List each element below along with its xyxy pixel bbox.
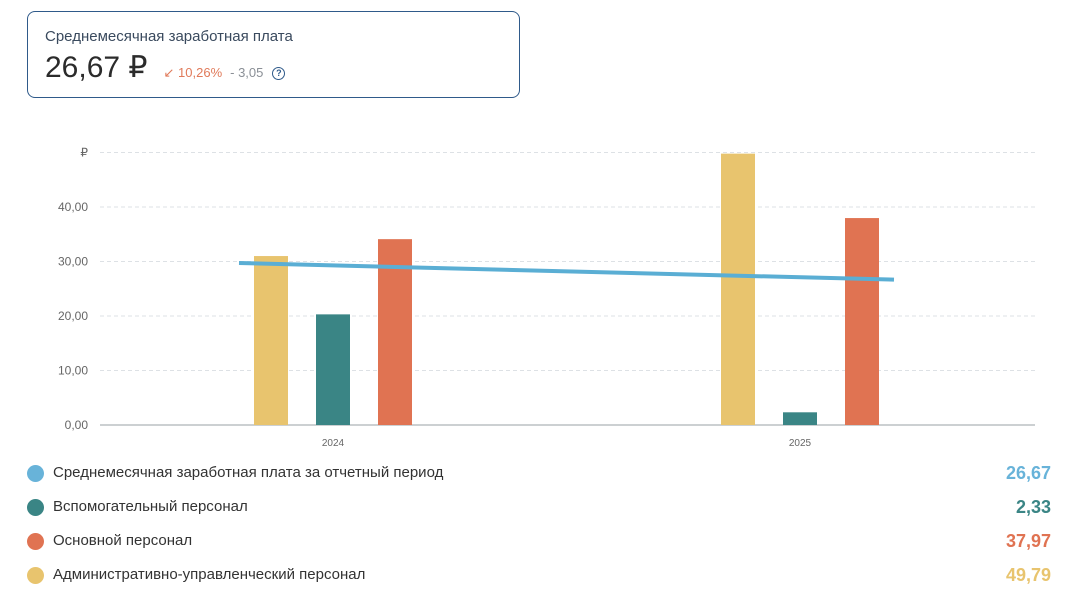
y-tick-label: 0,00 <box>65 418 89 432</box>
line-layer <box>238 261 895 282</box>
y-tick-label: 40,00 <box>58 200 88 214</box>
legend-label: Административно-управленческий персонал <box>53 566 366 583</box>
legend-item[interactable]: Среднемесячная заработная плата за отчет… <box>27 463 1051 487</box>
question-circle-icon[interactable]: ? <box>272 67 286 80</box>
legend-item[interactable]: Вспомогательный персонал 2,33 <box>27 497 1051 521</box>
grid-layer <box>100 152 1035 426</box>
legend-label: Среднемесячная заработная плата за отчет… <box>53 464 444 481</box>
bar <box>254 256 288 425</box>
legend-dot-icon <box>27 567 44 584</box>
legend-value: 2,33 <box>1015 497 1051 517</box>
x-tick-label: 2025 <box>789 438 812 449</box>
bar <box>783 412 817 425</box>
y-tick-label: 10,00 <box>58 364 88 378</box>
bar-chart: 0,00 10,00 20,00 30,00 40,00 ₽2024 2025 <box>58 146 1035 450</box>
legend-value: 26,67 <box>1005 463 1051 483</box>
y-tick-label: 20,00 <box>58 309 88 323</box>
bar <box>721 153 755 425</box>
y-unit-label: ₽ <box>80 146 88 160</box>
trend-line <box>238 261 895 282</box>
legend-value: 37,97 <box>1005 531 1051 551</box>
legend-dot-icon <box>27 499 44 516</box>
labels-layer: 0,00 10,00 20,00 30,00 40,00 ₽2024 2025 <box>58 146 812 450</box>
legend-item[interactable]: Административно-управленческий персонал 4… <box>27 565 1051 589</box>
bar <box>316 314 350 425</box>
kpi-delta: ↙ 10,26% <box>164 65 223 81</box>
legend-label: Вспомогательный персонал <box>53 498 248 515</box>
bar <box>378 239 412 425</box>
x-tick-label: 2024 <box>322 438 345 449</box>
legend-label: Основной персонал <box>53 532 193 549</box>
legend-value: 49,79 <box>1005 565 1051 585</box>
y-tick-label: 30,00 <box>58 255 88 269</box>
bars-layer <box>254 153 879 425</box>
kpi-value: 26,67 ₽ <box>45 51 148 84</box>
legend-dot-icon <box>27 533 44 550</box>
arrow-down-left-icon: ↙ <box>163 65 175 80</box>
kpi-card: Среднемесячная заработная плата 26,67 ₽ … <box>27 11 520 98</box>
legend-item[interactable]: Основной персонал 37,97 <box>27 531 1051 555</box>
kpi-delta-abs: - 3,05 <box>230 65 264 80</box>
kpi-delta-percent: 10,26% <box>178 65 223 80</box>
kpi-row: 26,67 ₽ ↙ 10,26% - 3,05 ? <box>45 50 286 85</box>
legend-dot-icon <box>27 465 44 482</box>
bar <box>845 218 879 425</box>
kpi-title: Среднемесячная заработная плата <box>45 28 293 45</box>
